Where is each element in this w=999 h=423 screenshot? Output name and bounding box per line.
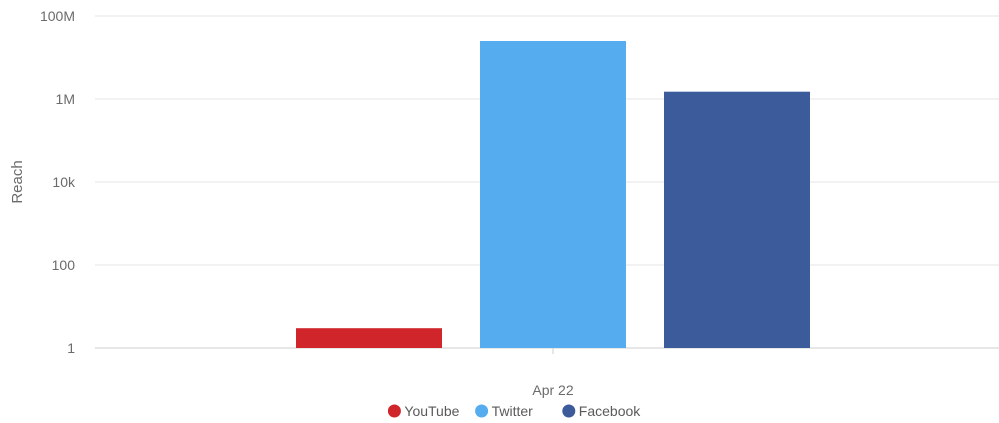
y-tick-label: 1M [56,91,75,107]
legend: YouTube Twitter Facebook [387,403,641,419]
legend-label: YouTube [404,403,459,419]
legend-marker [387,404,401,418]
legend-marker [562,404,576,418]
legend-marker [475,404,489,418]
bar-facebook[interactable] [664,91,810,349]
legend-label: Twitter [492,403,534,419]
legend-label: Facebook [579,403,641,419]
axis-labels: 1 100 10k 1M 100M Reach Apr 22 [9,8,574,398]
bar-youtube[interactable] [296,328,442,348]
y-tick-label: 100M [40,8,75,24]
bars [296,40,810,349]
bar-twitter[interactable] [480,40,626,349]
y-tick-label: 1 [67,340,75,356]
y-tick-label: 100 [52,257,76,273]
legend-item-twitter[interactable]: Twitter [475,403,533,419]
legend-item-facebook[interactable]: Facebook [562,403,641,419]
legend-item-youtube[interactable]: YouTube [387,403,460,419]
y-tick-label: 10k [52,174,76,190]
x-tick-label: Apr 22 [532,382,573,398]
y-axis-title: Reach [9,160,26,203]
